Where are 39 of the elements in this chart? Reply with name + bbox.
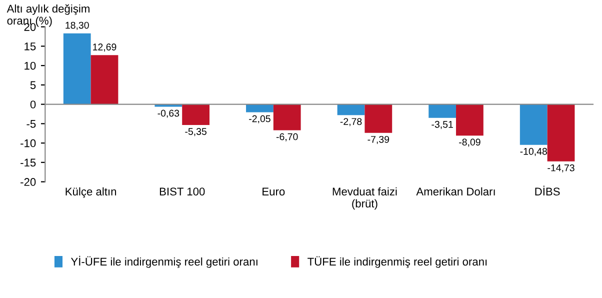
x-tick-label: Mevduat faizi (brüt) (332, 187, 397, 210)
bar (364, 104, 392, 133)
x-tick-label: DİBS (535, 186, 560, 196)
bar (273, 104, 301, 130)
legend-label: Yİ-ÜFE ile indirgenmiş reel getiri oranı (70, 256, 258, 268)
data-label: -10,48 (520, 148, 547, 156)
y-tick-label: 20 (24, 23, 36, 31)
y-tick-label: 5 (30, 81, 36, 90)
bar (63, 33, 91, 104)
x-tick-label: Euro (262, 188, 285, 196)
data-label: -2,78 (340, 118, 362, 126)
y-tick-label: 15 (24, 42, 36, 50)
bar (182, 104, 210, 126)
bar (456, 104, 484, 136)
y-tick-label: -10 (20, 139, 36, 148)
bar (337, 104, 365, 116)
x-tick-label: BIST 100 (160, 188, 205, 196)
data-label: 18,30 (66, 22, 89, 30)
x-tick-label: Külçe altın (66, 187, 116, 198)
y-tick-label: -20 (20, 178, 36, 186)
y-tick-label: -5 (26, 120, 36, 128)
data-label: -2,05 (249, 115, 270, 124)
bar (547, 104, 575, 162)
bar (428, 104, 456, 118)
bar (520, 104, 548, 145)
data-label: -14,73 (548, 164, 574, 172)
data-label: 12,69 (93, 44, 116, 52)
bar (90, 55, 118, 104)
x-tick-label: Amerikan Doları (416, 187, 495, 196)
data-label: -8,09 (459, 138, 480, 147)
y-tick-label: 0 (30, 100, 36, 108)
data-label: -6,70 (276, 133, 298, 142)
y-tick-label: 10 (24, 62, 36, 70)
data-label: -5,35 (185, 128, 206, 136)
y-tick-label: -15 (20, 158, 36, 167)
data-label: -3,51 (432, 120, 453, 129)
data-label: -7,39 (368, 136, 390, 144)
data-label: -0,63 (158, 110, 180, 118)
legend-label: TÜFE ile indirgenmiş reel getiri oranı (308, 256, 487, 268)
